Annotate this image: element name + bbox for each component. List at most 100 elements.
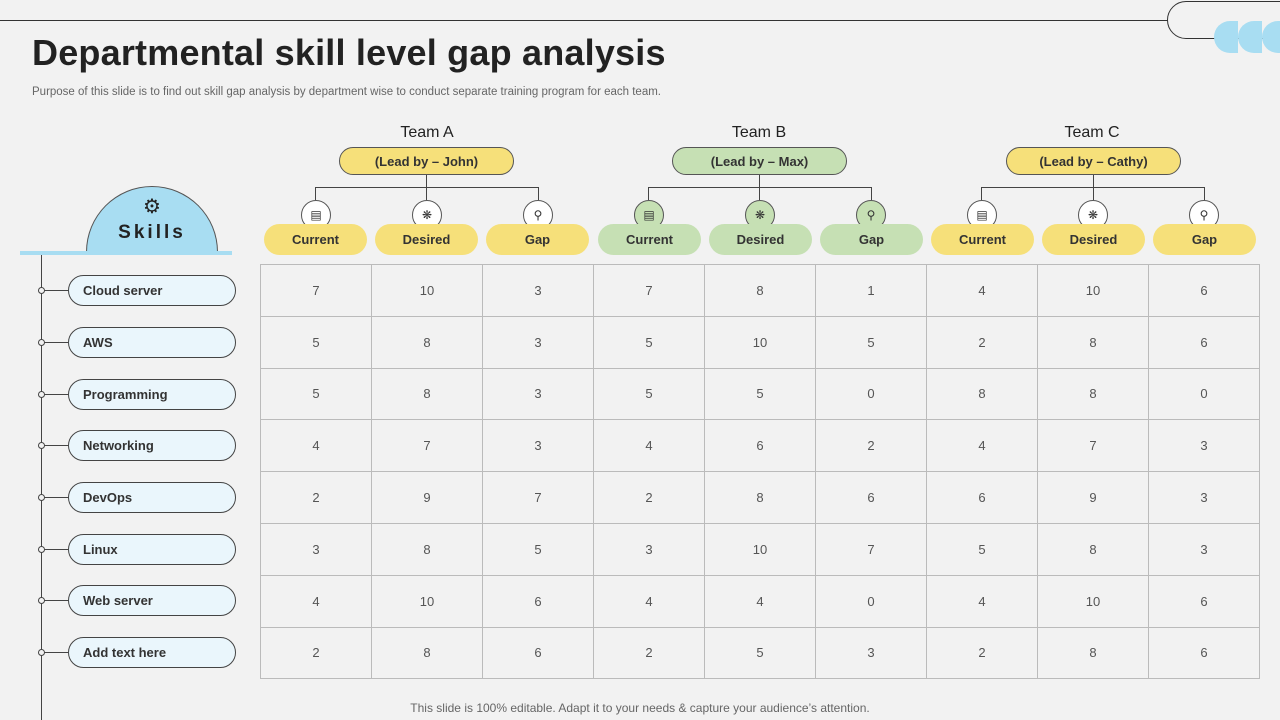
table-cell: 4 xyxy=(593,419,705,473)
page-title: Departmental skill level gap analysis xyxy=(32,32,666,73)
table-cell: 8 xyxy=(371,626,483,680)
table-row: 3 8 5 3 10 7 5 8 3 xyxy=(260,522,1260,576)
table-cell: 3 xyxy=(482,419,594,473)
skill-item: Networking xyxy=(68,430,236,461)
table-cell: 1 xyxy=(815,264,927,317)
table-row: 2 8 6 2 5 3 2 8 6 xyxy=(260,626,1260,680)
team-a-desired-header: Desired xyxy=(375,224,478,255)
table-cell: 7 xyxy=(593,264,705,317)
table-cell: 7 xyxy=(482,471,594,524)
table-cell: 7 xyxy=(815,522,927,576)
table-cell: 3 xyxy=(482,315,594,369)
table-row: 5 8 3 5 10 5 2 8 6 xyxy=(260,315,1260,369)
table-row: 5 8 3 5 5 0 8 8 0 xyxy=(260,367,1260,421)
table-cell: 8 xyxy=(1037,626,1149,680)
table-cell: 8 xyxy=(704,471,816,524)
connector xyxy=(426,175,427,187)
skill-gap-table: 7 10 3 7 8 1 4 10 6 5 8 3 5 10 5 2 8 6 5… xyxy=(260,264,1260,680)
table-cell: 4 xyxy=(926,419,1038,473)
table-cell: 2 xyxy=(260,626,372,680)
connector xyxy=(315,187,316,200)
table-cell: 8 xyxy=(371,315,483,369)
team-b-current-header: Current xyxy=(598,224,701,255)
table-cell: 8 xyxy=(1037,315,1149,369)
table-cell: 6 xyxy=(1148,574,1260,628)
header-divider xyxy=(0,20,1170,21)
table-cell: 8 xyxy=(371,367,483,421)
table-cell: 6 xyxy=(704,419,816,473)
connector xyxy=(871,187,872,200)
table-cell: 10 xyxy=(371,574,483,628)
table-cell: 6 xyxy=(1148,626,1260,680)
table-cell: 8 xyxy=(371,522,483,576)
decorative-chevron xyxy=(1214,21,1238,53)
skill-tick xyxy=(44,445,68,446)
table-cell: 10 xyxy=(371,264,483,317)
team-c-lead: (Lead by – Cathy) xyxy=(1006,147,1181,175)
table-cell: 2 xyxy=(926,315,1038,369)
table-cell: 3 xyxy=(260,522,372,576)
skill-tick xyxy=(44,549,68,550)
team-b-lead: (Lead by – Max) xyxy=(672,147,847,175)
team-a-gap-header: Gap xyxy=(486,224,589,255)
skills-header-base xyxy=(20,251,232,255)
table-cell: 4 xyxy=(593,574,705,628)
table-cell: 8 xyxy=(704,264,816,317)
table-cell: 5 xyxy=(482,522,594,576)
table-row: 4 7 3 4 6 2 4 7 3 xyxy=(260,419,1260,473)
connector xyxy=(981,187,982,200)
table-cell: 10 xyxy=(1037,264,1149,317)
skill-tick xyxy=(44,342,68,343)
table-cell: 3 xyxy=(1148,522,1260,576)
connector xyxy=(1204,187,1205,200)
table-cell: 8 xyxy=(1037,367,1149,421)
table-row: 2 9 7 2 8 6 6 9 3 xyxy=(260,471,1260,524)
table-cell: 5 xyxy=(260,367,372,421)
table-cell: 2 xyxy=(815,419,927,473)
table-cell: 7 xyxy=(260,264,372,317)
skill-item: Cloud server xyxy=(68,275,236,306)
skill-tick xyxy=(44,600,68,601)
skill-item: Add text here xyxy=(68,637,236,668)
page-subtitle: Purpose of this slide is to find out ski… xyxy=(32,86,661,98)
table-cell: 0 xyxy=(815,574,927,628)
gear-tools-icon: ⚙ xyxy=(143,196,161,218)
table-cell: 3 xyxy=(1148,419,1260,473)
team-b-name: Team B xyxy=(731,124,787,141)
table-cell: 5 xyxy=(593,367,705,421)
table-cell: 4 xyxy=(704,574,816,628)
table-cell: 3 xyxy=(482,367,594,421)
table-cell: 8 xyxy=(1037,522,1149,576)
table-cell: 6 xyxy=(1148,315,1260,369)
skill-item: Programming xyxy=(68,379,236,410)
skill-tick xyxy=(44,497,68,498)
table-cell: 5 xyxy=(926,522,1038,576)
table-cell: 5 xyxy=(593,315,705,369)
table-cell: 7 xyxy=(371,419,483,473)
team-c-gap-header: Gap xyxy=(1153,224,1256,255)
table-cell: 3 xyxy=(482,264,594,317)
connector xyxy=(648,187,872,188)
connector xyxy=(648,187,649,200)
table-cell: 5 xyxy=(704,626,816,680)
skill-item: Linux xyxy=(68,534,236,565)
table-cell: 9 xyxy=(371,471,483,524)
team-b-desired-header: Desired xyxy=(709,224,812,255)
table-cell: 5 xyxy=(815,315,927,369)
table-cell: 3 xyxy=(815,626,927,680)
connector xyxy=(538,187,539,200)
table-cell: 2 xyxy=(593,626,705,680)
skill-tick xyxy=(44,394,68,395)
skill-tick xyxy=(44,652,68,653)
table-cell: 6 xyxy=(815,471,927,524)
table-cell: 6 xyxy=(926,471,1038,524)
team-c-desired-header: Desired xyxy=(1042,224,1145,255)
table-cell: 6 xyxy=(482,626,594,680)
connector xyxy=(426,187,427,200)
table-cell: 6 xyxy=(482,574,594,628)
skills-header-label: Skills xyxy=(118,222,186,243)
team-c-name: Team C xyxy=(1064,124,1120,141)
skill-item: AWS xyxy=(68,327,236,358)
table-cell: 3 xyxy=(1148,471,1260,524)
table-cell: 4 xyxy=(260,419,372,473)
